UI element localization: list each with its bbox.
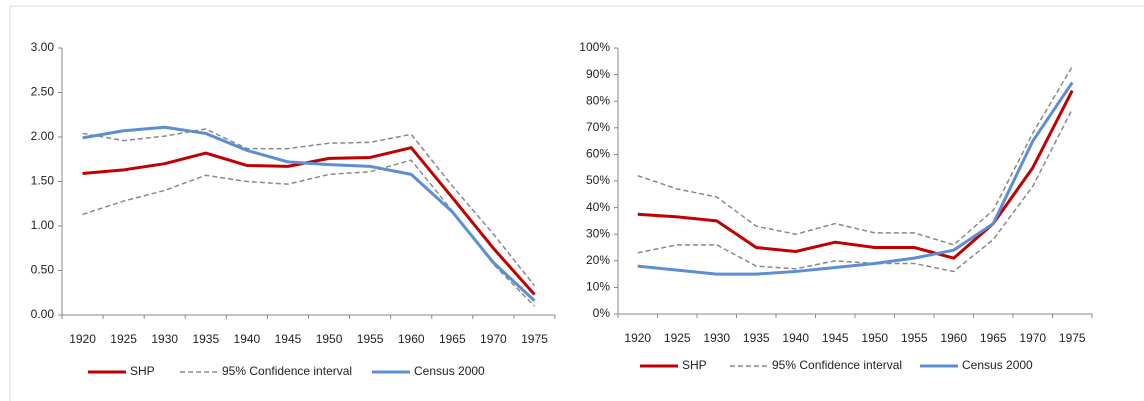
legend-label: SHP — [130, 364, 155, 378]
legend-label: SHP — [682, 358, 707, 372]
legend-label: 95% Confidence interval — [772, 358, 902, 372]
x-tick-label: 1925 — [110, 332, 137, 346]
x-tick-label: 1925 — [664, 331, 691, 345]
x-tick-label: 1955 — [357, 332, 384, 346]
y-tick-label: 90% — [586, 67, 610, 81]
x-tick-label: 1930 — [703, 331, 730, 345]
ci-line — [82, 159, 535, 307]
y-tick-label: 0.00 — [31, 307, 55, 321]
x-tick-label: 1960 — [940, 331, 967, 345]
series-line — [82, 146, 536, 296]
y-tick-label: 3.00 — [31, 40, 55, 54]
y-tick-label: 1.50 — [31, 174, 55, 188]
legend-label: Census 2000 — [414, 364, 485, 378]
y-tick-label: 80% — [586, 93, 610, 107]
y-tick-label: 40% — [586, 200, 610, 214]
y-tick-label: 30% — [586, 226, 610, 240]
y-tick-label: 70% — [586, 120, 610, 134]
x-tick-label: 1960 — [398, 332, 425, 346]
ci-line — [637, 108, 1073, 273]
y-tick-label: 0.50 — [31, 263, 55, 277]
x-tick-label: 1965 — [980, 331, 1007, 345]
x-tick-label: 1970 — [1019, 331, 1046, 345]
y-tick-label: 50% — [586, 173, 610, 187]
x-tick-label: 1965 — [439, 332, 466, 346]
x-tick-label: 1935 — [192, 332, 219, 346]
x-tick-label: 1975 — [521, 332, 548, 346]
ci-line — [637, 66, 1073, 246]
x-tick-label: 1945 — [275, 332, 302, 346]
legend-label: 95% Confidence interval — [222, 364, 352, 378]
x-tick-label: 1920 — [69, 332, 96, 346]
y-tick-label: 2.50 — [31, 85, 55, 99]
y-tick-label: 100% — [579, 40, 610, 54]
series-line — [82, 125, 536, 302]
y-tick-label: 60% — [586, 147, 610, 161]
x-tick-label: 1945 — [822, 331, 849, 345]
y-tick-label: 20% — [586, 253, 610, 267]
series-line — [637, 81, 1074, 276]
x-tick-label: 1975 — [1059, 331, 1086, 345]
x-tick-label: 1935 — [743, 331, 770, 345]
ci-line — [82, 128, 536, 287]
y-tick-label: 1.00 — [31, 218, 55, 232]
y-tick-label: 2.00 — [31, 129, 55, 143]
x-tick-label: 1920 — [624, 331, 651, 345]
y-tick-label: 0% — [593, 306, 611, 320]
x-tick-label: 1940 — [234, 332, 261, 346]
y-tick-label: 10% — [586, 280, 610, 294]
x-tick-label: 1950 — [861, 331, 888, 345]
x-tick-label: 1950 — [316, 332, 343, 346]
x-tick-label: 1970 — [480, 332, 507, 346]
x-tick-label: 1930 — [151, 332, 178, 346]
x-tick-label: 1940 — [782, 331, 809, 345]
x-tick-label: 1955 — [901, 331, 928, 345]
legend-label: Census 2000 — [962, 358, 1033, 372]
series-line — [637, 89, 1074, 260]
